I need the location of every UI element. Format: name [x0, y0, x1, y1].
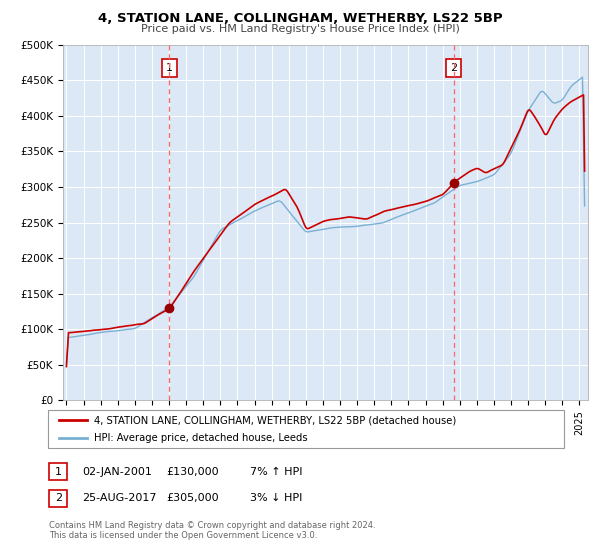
Text: 02-JAN-2001: 02-JAN-2001 — [82, 466, 152, 477]
Text: 4, STATION LANE, COLLINGHAM, WETHERBY, LS22 5BP: 4, STATION LANE, COLLINGHAM, WETHERBY, L… — [98, 12, 502, 25]
Text: 25-AUG-2017: 25-AUG-2017 — [82, 493, 157, 503]
Text: 1: 1 — [166, 63, 173, 73]
Text: 2: 2 — [450, 63, 457, 73]
Text: Contains HM Land Registry data © Crown copyright and database right 2024.: Contains HM Land Registry data © Crown c… — [49, 521, 376, 530]
Text: £130,000: £130,000 — [166, 466, 219, 477]
Text: HPI: Average price, detached house, Leeds: HPI: Average price, detached house, Leed… — [94, 433, 308, 443]
Text: 7% ↑ HPI: 7% ↑ HPI — [250, 466, 303, 477]
Text: 2: 2 — [55, 493, 62, 503]
Text: 1: 1 — [55, 466, 62, 477]
Text: 4, STATION LANE, COLLINGHAM, WETHERBY, LS22 5BP (detached house): 4, STATION LANE, COLLINGHAM, WETHERBY, L… — [94, 415, 457, 425]
Text: Price paid vs. HM Land Registry's House Price Index (HPI): Price paid vs. HM Land Registry's House … — [140, 24, 460, 34]
Text: £305,000: £305,000 — [166, 493, 219, 503]
Text: 3% ↓ HPI: 3% ↓ HPI — [250, 493, 302, 503]
Text: This data is licensed under the Open Government Licence v3.0.: This data is licensed under the Open Gov… — [49, 531, 317, 540]
